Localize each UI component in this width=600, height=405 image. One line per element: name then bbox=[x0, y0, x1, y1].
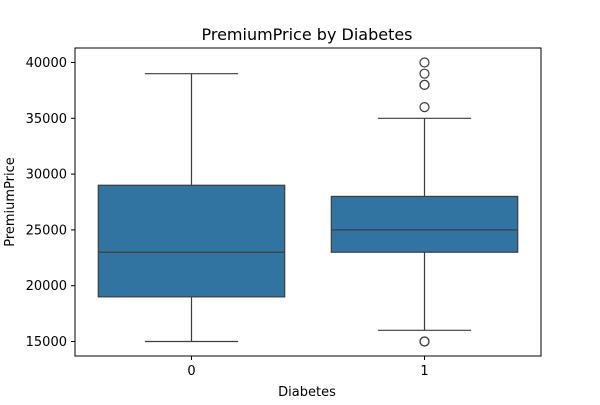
y-tick-label: 30000 bbox=[26, 168, 67, 183]
outlier-point bbox=[419, 102, 430, 113]
x-tick-label: 1 bbox=[420, 364, 428, 379]
outlier-point bbox=[419, 68, 430, 79]
y-axis: 15000 20000 25000 30000 35000 40000 bbox=[26, 56, 75, 350]
plot-frame bbox=[74, 47, 542, 357]
outlier-point bbox=[419, 336, 430, 347]
y-tick-label: 40000 bbox=[26, 56, 67, 71]
y-tick-label: 15000 bbox=[26, 335, 67, 350]
box-group-0 bbox=[97, 73, 286, 343]
y-tick-label: 25000 bbox=[26, 223, 67, 238]
chart-title: PremiumPrice by Diabetes bbox=[201, 25, 412, 44]
box-iqr bbox=[97, 184, 286, 298]
y-axis-label: PremiumPrice bbox=[3, 157, 18, 247]
x-axis-label: Diabetes bbox=[278, 385, 336, 400]
plot-area bbox=[97, 57, 519, 347]
outlier-point bbox=[419, 57, 430, 68]
outlier-point bbox=[419, 79, 430, 90]
y-tick-label: 35000 bbox=[26, 112, 67, 127]
box-iqr bbox=[330, 195, 519, 253]
x-tick-label: 0 bbox=[187, 364, 195, 379]
y-tick-label: 20000 bbox=[26, 279, 67, 294]
box-group-1 bbox=[330, 57, 519, 347]
